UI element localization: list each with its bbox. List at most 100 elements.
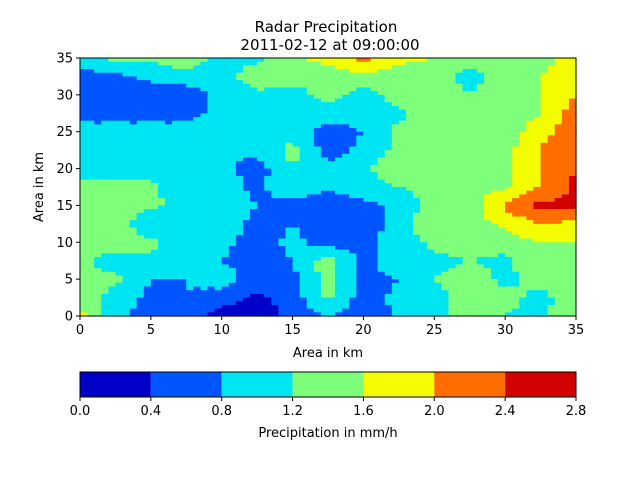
precipitation-cell [87, 161, 95, 166]
precipitation-cell [108, 279, 117, 284]
precipitation-cell [264, 179, 272, 184]
precipitation-cell [235, 58, 244, 63]
precipitation-cell [115, 83, 124, 89]
precipitation-cell [221, 220, 230, 225]
precipitation-cell [519, 253, 527, 258]
colorbar-tick-label: 2.4 [495, 404, 516, 419]
precipitation-cell [434, 61, 442, 66]
precipitation-cell [179, 220, 187, 225]
precipitation-cell [377, 65, 386, 70]
precipitation-cell [568, 164, 577, 170]
precipitation-cell [370, 212, 379, 218]
precipitation-cell [129, 223, 138, 229]
precipitation-cell [519, 69, 527, 74]
precipitation-cell [519, 146, 527, 151]
precipitation-cell [519, 231, 527, 236]
precipitation-cell [384, 201, 393, 207]
precipitation-cell [306, 234, 315, 240]
precipitation-cell [349, 271, 357, 277]
precipitation-cell [455, 153, 464, 159]
precipitation-cell [320, 146, 329, 151]
precipitation-cell [476, 135, 485, 140]
precipitation-cell [292, 260, 301, 265]
precipitation-cell [384, 271, 393, 277]
precipitation-cell [505, 212, 513, 218]
precipitation-cell [101, 297, 109, 302]
precipitation-cell [115, 286, 124, 291]
precipitation-cell [391, 268, 400, 273]
precipitation-cell [462, 290, 471, 295]
precipitation-cell [335, 124, 343, 129]
precipitation-cell [136, 150, 145, 155]
precipitation-cell [349, 161, 357, 166]
precipitation-cell [242, 257, 251, 262]
precipitation-cell [462, 58, 471, 63]
precipitation-cell [448, 253, 457, 258]
precipitation-cell [512, 65, 520, 70]
precipitation-cell [568, 253, 577, 258]
precipitation-cell [313, 124, 322, 129]
precipitation-cell [370, 290, 379, 295]
precipitation-cell [150, 91, 159, 96]
precipitation-cell [335, 264, 343, 269]
precipitation-cell [363, 212, 372, 218]
precipitation-cell [313, 168, 322, 173]
precipitation-cell [370, 150, 379, 155]
precipitation-cell [157, 153, 166, 159]
precipitation-cell [136, 87, 145, 92]
precipitation-cell [342, 279, 350, 284]
precipitation-cell [285, 150, 294, 155]
precipitation-cell [271, 175, 279, 181]
precipitation-cell [519, 65, 527, 70]
precipitation-cell [80, 91, 88, 96]
precipitation-cell [80, 271, 88, 277]
precipitation-cell [434, 253, 442, 258]
precipitation-cell [568, 65, 577, 70]
precipitation-cell [299, 98, 308, 103]
precipitation-cell [122, 83, 131, 89]
precipitation-cell [349, 58, 357, 63]
precipitation-cell [285, 268, 294, 273]
precipitation-cell [136, 238, 145, 243]
precipitation-cell [505, 113, 513, 118]
precipitation-cell [235, 223, 244, 229]
precipitation-cell [349, 109, 357, 114]
precipitation-cell [441, 109, 450, 114]
precipitation-cell [292, 209, 301, 214]
precipitation-cell [561, 238, 570, 243]
precipitation-cell [150, 301, 159, 306]
precipitation-cell [405, 102, 414, 107]
precipitation-cell [129, 253, 138, 258]
precipitation-cell [398, 223, 407, 229]
precipitation-cell [370, 293, 379, 299]
precipitation-cell [370, 105, 379, 111]
precipitation-cell [221, 150, 230, 155]
precipitation-cell [150, 194, 159, 199]
precipitation-cell [264, 194, 272, 199]
precipitation-cell [434, 231, 442, 236]
precipitation-cell [455, 205, 464, 210]
precipitation-cell [306, 209, 315, 214]
precipitation-cell [462, 198, 471, 203]
precipitation-cell [285, 102, 294, 107]
precipitation-cell [328, 205, 336, 210]
precipitation-cell [398, 109, 407, 114]
precipitation-cell [214, 135, 223, 140]
precipitation-cell [420, 253, 428, 258]
precipitation-cell [427, 150, 435, 155]
precipitation-cell [157, 161, 166, 166]
precipitation-cell [335, 161, 343, 166]
precipitation-cell [519, 190, 527, 195]
precipitation-cell [505, 164, 513, 170]
precipitation-cell [427, 142, 435, 148]
precipitation-cell [505, 257, 513, 262]
precipitation-cell [320, 120, 329, 125]
precipitation-cell [94, 268, 102, 273]
precipitation-cell [547, 172, 556, 177]
precipitation-cell [320, 135, 329, 140]
precipitation-cell [519, 198, 527, 203]
precipitation-cell [278, 190, 287, 195]
precipitation-cell [292, 290, 301, 295]
precipitation-cell [87, 183, 95, 188]
precipitation-cell [264, 212, 272, 218]
